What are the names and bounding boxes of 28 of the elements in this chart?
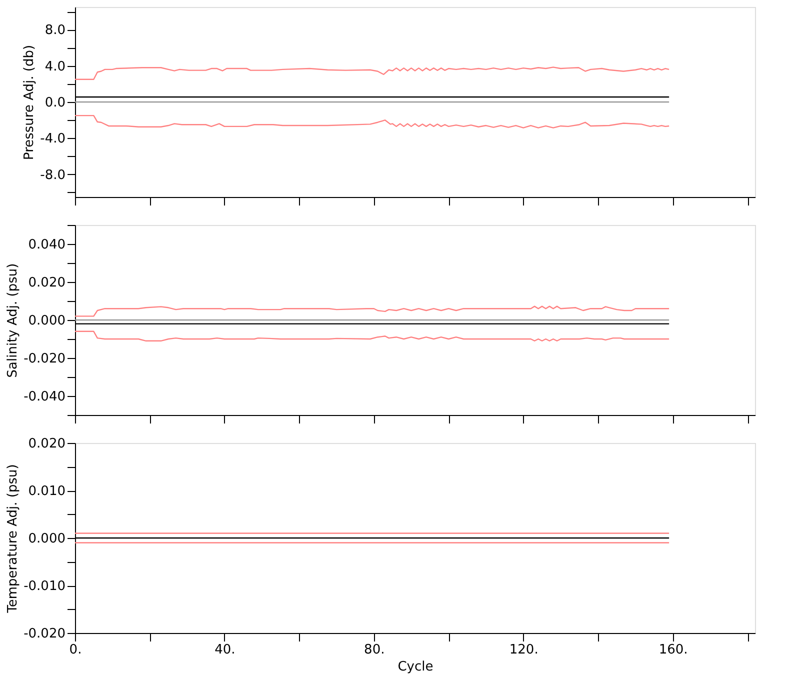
line-series (75, 66, 670, 80)
x-tick-label: 120. (509, 642, 538, 658)
line-series (75, 114, 670, 128)
line-series (75, 306, 670, 317)
y-tick-label: 0.000 (28, 314, 66, 328)
x-tick-label: 0. (69, 642, 82, 658)
y-axis-title: Temperature Adj. (psu) (6, 464, 21, 614)
y-axis-title: Pressure Adj. (db) (22, 44, 38, 160)
y-axis-title: Salinity Adj. (psu) (6, 263, 21, 378)
y-tick-label: -0.040 (24, 390, 66, 404)
x-tick-label: 160. (658, 642, 688, 658)
y-tick-label: -0.020 (24, 626, 66, 642)
y-tick-label: -0.020 (24, 352, 66, 366)
y-tick-label: 4.0 (44, 59, 66, 74)
y-tick-label: -0.010 (24, 579, 66, 594)
x-tick-label: 80. (364, 642, 385, 658)
y-tick-label: 0.020 (28, 436, 66, 452)
y-tick-label: 0.0 (44, 96, 66, 110)
y-tick-label: 0.040 (28, 238, 66, 252)
y-tick-label: 0.000 (28, 532, 66, 546)
y-tick-label: -8.0 (40, 168, 66, 183)
y-tick-label: 0.020 (28, 276, 66, 290)
y-tick-label: 0.010 (28, 484, 66, 499)
line-series (75, 330, 670, 342)
y-tick-label: -4.0 (40, 132, 66, 147)
y-tick-label: 8.0 (44, 23, 66, 38)
x-axis-title: Cycle (398, 660, 434, 674)
x-tick-label: 40. (214, 642, 236, 658)
